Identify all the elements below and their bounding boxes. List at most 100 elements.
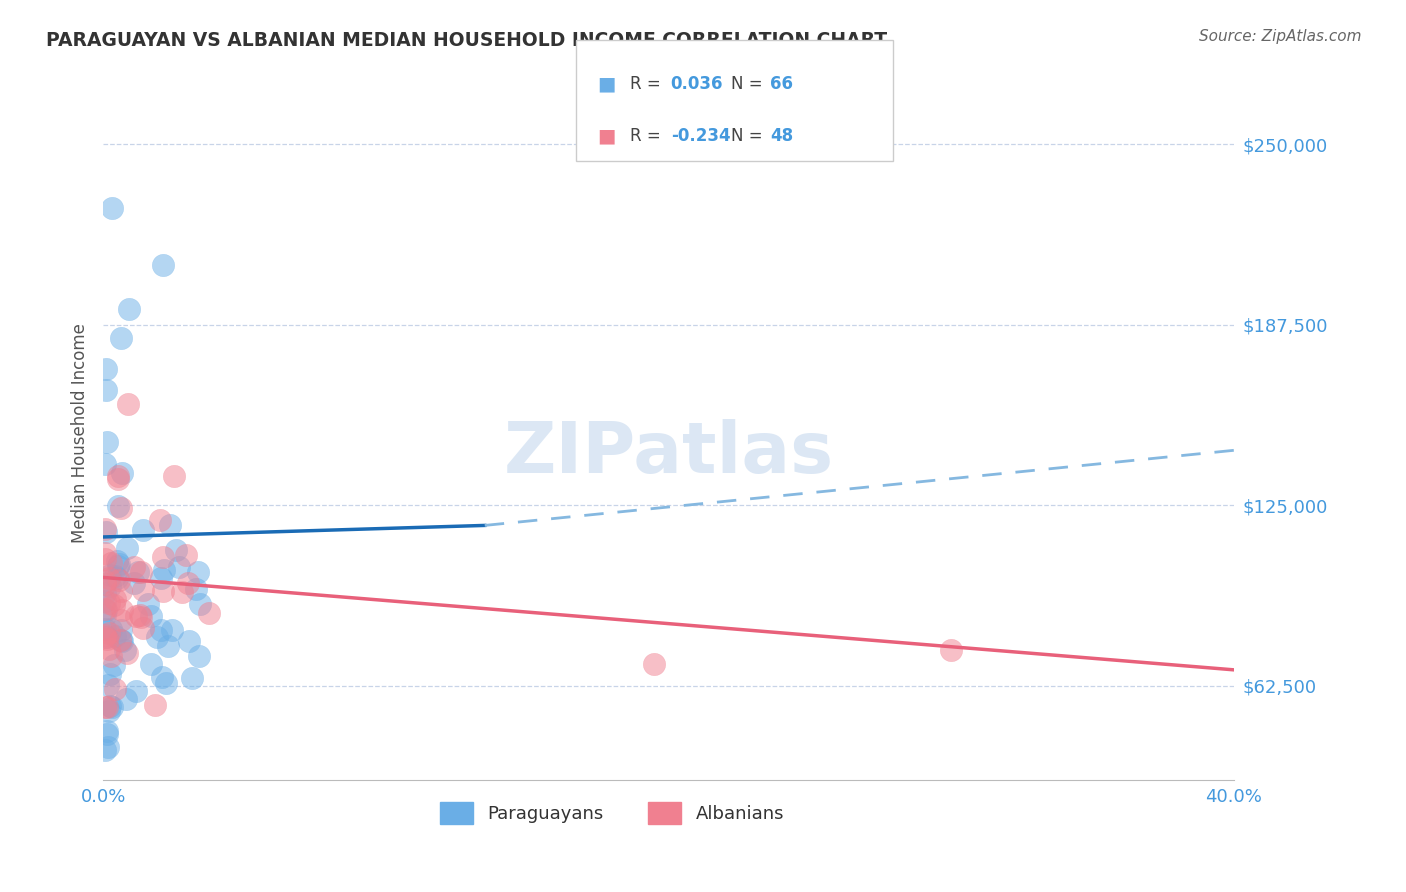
Point <box>115 647 138 661</box>
Point <box>131 610 153 624</box>
Point <box>98 699 121 714</box>
Point <box>643 657 665 671</box>
Point <box>96 632 118 647</box>
Point <box>103 598 125 612</box>
Point <box>94 628 117 642</box>
Point <box>159 518 181 533</box>
Point <box>187 648 209 663</box>
Point <box>122 575 145 590</box>
Point <box>150 670 173 684</box>
Point <box>93 623 115 637</box>
Point <box>110 331 132 345</box>
Point <box>98 568 121 582</box>
Point <box>93 551 115 566</box>
Point <box>181 671 204 685</box>
Point <box>107 573 129 587</box>
Point <box>97 596 120 610</box>
Point <box>129 608 152 623</box>
Point <box>104 592 127 607</box>
Point <box>152 549 174 564</box>
Point <box>104 629 127 643</box>
Point <box>111 603 134 617</box>
Point <box>188 597 211 611</box>
Point <box>96 435 118 450</box>
Point <box>139 609 162 624</box>
Point <box>136 597 159 611</box>
Point <box>111 633 134 648</box>
Point <box>155 676 177 690</box>
Point <box>156 639 179 653</box>
Point <box>110 584 132 599</box>
Point <box>125 609 148 624</box>
Point <box>96 678 118 692</box>
Point <box>96 383 118 397</box>
Point <box>101 700 124 714</box>
Point <box>125 683 148 698</box>
Point <box>110 633 132 648</box>
Point <box>98 571 121 585</box>
Point <box>94 603 117 617</box>
Point <box>107 500 129 514</box>
Point <box>139 657 162 672</box>
Point <box>129 565 152 579</box>
Point <box>94 525 117 540</box>
Point <box>149 624 172 638</box>
Point <box>114 643 136 657</box>
Point <box>97 739 120 754</box>
Point <box>169 560 191 574</box>
Point <box>94 602 117 616</box>
Point <box>94 546 117 560</box>
Text: ■: ■ <box>598 74 616 93</box>
Text: -0.234: -0.234 <box>671 127 730 145</box>
Point <box>93 630 115 644</box>
Point <box>107 557 129 571</box>
Point <box>98 705 121 719</box>
Point <box>179 633 201 648</box>
Point <box>98 666 121 681</box>
Point <box>93 608 115 623</box>
Text: R =: R = <box>630 75 661 93</box>
Point <box>117 397 139 411</box>
Point <box>131 582 153 597</box>
Point <box>153 563 176 577</box>
Point <box>98 579 121 593</box>
Point <box>110 614 132 628</box>
Point <box>105 571 128 585</box>
Point <box>96 724 118 739</box>
Point <box>96 727 118 741</box>
Point <box>100 556 122 570</box>
Point <box>93 457 115 471</box>
Point <box>162 623 184 637</box>
Point <box>122 559 145 574</box>
Point <box>107 554 129 568</box>
Text: N =: N = <box>731 127 762 145</box>
Legend: Paraguayans, Albanians: Paraguayans, Albanians <box>432 793 793 833</box>
Point <box>152 583 174 598</box>
Point <box>94 576 117 591</box>
Point <box>93 574 115 589</box>
Point <box>115 692 138 706</box>
Point <box>103 682 125 697</box>
Point <box>163 469 186 483</box>
Text: 0.036: 0.036 <box>671 75 723 93</box>
Point <box>118 301 141 316</box>
Point <box>107 559 129 574</box>
Point <box>93 586 115 600</box>
Point <box>110 623 132 637</box>
Point <box>110 501 132 516</box>
Point <box>96 630 118 644</box>
Y-axis label: Median Household Income: Median Household Income <box>72 323 89 543</box>
Point <box>184 582 207 596</box>
Point <box>93 594 115 608</box>
Text: 66: 66 <box>770 75 793 93</box>
Point <box>96 362 118 376</box>
Point <box>165 543 187 558</box>
Text: ZIPatlas: ZIPatlas <box>503 419 834 488</box>
Point <box>108 632 131 647</box>
Point <box>107 469 129 483</box>
Point <box>93 700 115 714</box>
Point <box>111 467 134 481</box>
Point <box>96 700 118 714</box>
Point <box>101 201 124 215</box>
Point <box>145 630 167 644</box>
